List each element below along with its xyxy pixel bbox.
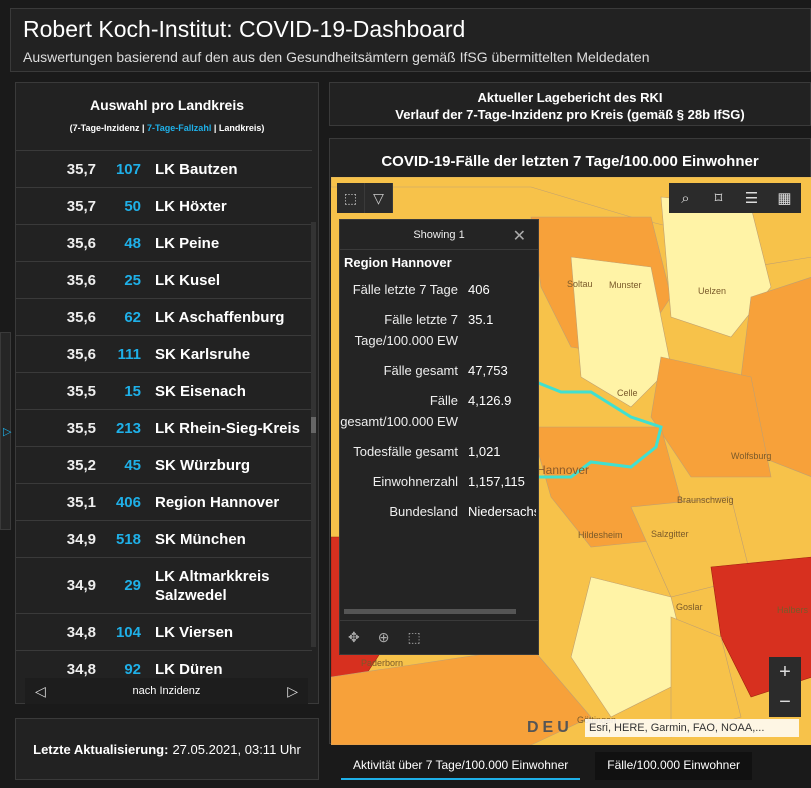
popup-header: Showing 1 ✕: [340, 220, 538, 250]
select-tool-icon[interactable]: ⬚: [337, 183, 365, 213]
map-label-halberstadt: Halbers: [777, 605, 809, 615]
map-title: COVID-19-Fälle der letzten 7 Tage/100.00…: [381, 153, 759, 170]
basemap-gallery-icon[interactable]: ▦: [777, 190, 792, 207]
district-list: 35,7 107 LK Bautzen 35,7 50 LK Höxter 35,6 48…: [16, 150, 312, 760]
page-subtitle: Auswertungen basierend auf den aus den G…: [23, 49, 650, 65]
feature-popup: Showing 1 ✕ Region Hannover Fälle letzte…: [339, 219, 539, 655]
map-label-uelzen: Uelzen: [698, 286, 727, 296]
map-label-braunschweig: Braunschweig: [677, 495, 734, 505]
pan-to-icon[interactable]: ✥: [348, 629, 360, 645]
popup-count: Showing 1: [413, 228, 465, 241]
district-list-title: Auswahl pro Landkreis: [89, 97, 245, 113]
map-label-hildesheim: Hildesheim: [578, 530, 623, 540]
list-item[interactable]: 34,9 518 SK München: [16, 520, 312, 557]
map-tabs: Aktivität über 7 Tage/100.000 Einwohner …: [341, 752, 753, 780]
map-label-wolfsburg: Wolfsburg: [731, 451, 772, 461]
district-list-pager: ◁ nach Inzidenz ▷: [25, 678, 308, 704]
next-page-icon[interactable]: ▷: [287, 682, 298, 699]
zoom-control: + −: [769, 657, 801, 717]
list-item[interactable]: 35,7 107 LK Bautzen: [16, 150, 312, 187]
map-panel: COVID-19-Fälle der letzten 7 Tage/100.00…: [329, 138, 811, 745]
popup-field: Fälle letzte 7 Tage 406: [352, 282, 490, 297]
list-item[interactable]: 35,6 111 SK Karlsruhe: [16, 335, 312, 372]
map-label-soltau: Soltau: [567, 279, 593, 289]
map-label-munster: Munster: [609, 280, 642, 290]
last-update-box: Letzte Aktualisierung: 27.05.2021, 03:11…: [15, 718, 319, 780]
rki-report-link[interactable]: Aktueller Lagebericht des RKI Verlauf de…: [329, 82, 811, 126]
popup-field: Fälle gesamt/100.000 EW 4,126.9: [340, 393, 512, 429]
district-list-panel: Auswahl pro Landkreis (7-Tage-Inzidenz |…: [15, 82, 319, 704]
last-update-label: Letzte Aktualisierung:: [33, 741, 169, 757]
map-right-toolbar: ⌕ ⌑ ☰ ▦: [669, 183, 801, 213]
popup-field: Einwohnerzahl 1,157,115: [372, 474, 525, 489]
popup-title: Region Hannover: [344, 255, 452, 270]
popup-horizontal-scrollbar[interactable]: [344, 609, 516, 614]
search-icon[interactable]: ⌕: [681, 189, 690, 207]
prev-page-icon[interactable]: ◁: [35, 682, 46, 699]
dropdown-chevron-icon[interactable]: ▽: [365, 183, 393, 213]
scrollbar-thumb[interactable]: [311, 417, 316, 433]
rki-report-line2: Verlauf der 7-Tage-Inzidenz pro Kreis (g…: [395, 107, 745, 122]
side-panel-toggle[interactable]: ▷: [0, 332, 11, 530]
list-item[interactable]: 35,6 25 LK Kusel: [16, 261, 312, 298]
choropleth-map[interactable]: Soltau Munster Uelzen Celle Hannover Wol…: [331, 177, 811, 745]
close-icon[interactable]: ✕: [512, 228, 526, 245]
popup-field: Todesfälle gesamt 1,021: [353, 444, 501, 459]
sort-label: nach Inzidenz: [132, 685, 201, 697]
map-label-goslar: Goslar: [676, 602, 703, 612]
map-left-toolbar: ⬚ ▽: [337, 183, 393, 213]
map-attribution[interactable]: Esri, HERE, Garmin, FAO, NOAA,...: [585, 719, 799, 737]
zoom-out-button[interactable]: −: [779, 690, 791, 713]
layer-list-icon[interactable]: ☰: [744, 190, 759, 207]
country-label: DEU: [527, 719, 573, 736]
select-feature-icon[interactable]: ⬚: [407, 629, 421, 645]
zoom-in-button[interactable]: +: [779, 660, 791, 683]
page-title: Robert Koch-Institut: COVID-19-Dashboard: [23, 16, 466, 42]
district-list-legend: (7-Tage-Inzidenz | 7-Tage-Fallzahl | Lan…: [69, 123, 265, 133]
list-item[interactable]: 35,6 48 LK Peine: [16, 224, 312, 261]
tab-cases-per-100k[interactable]: Fälle/100.000 Einwohner: [595, 752, 753, 780]
list-item[interactable]: 35,5 15 SK Eisenach: [16, 372, 312, 409]
rki-report-line1: Aktueller Lagebericht des RKI: [477, 90, 663, 105]
map-label-hannover: Hannover: [537, 463, 590, 477]
list-item[interactable]: 34,9 29 LK Altmarkkreis Salzwedel: [16, 557, 312, 613]
last-update-value: 27.05.2021, 03:11 Uhr: [172, 741, 301, 757]
expand-arrow-icon: ▷: [3, 426, 12, 438]
list-item[interactable]: 35,5 213 LK Rhein-Sieg-Kreis: [16, 409, 312, 446]
map-label-paderborn: Paderborn: [361, 658, 404, 668]
popup-actions: ✥ ⊕ ⬚: [340, 620, 538, 654]
popup-field: BundeslandNiedersachsen: [389, 504, 536, 519]
map-label-celle: Celle: [617, 388, 638, 398]
list-item[interactable]: 35,6 62 LK Aschaffenburg: [16, 298, 312, 335]
tab-activity-7-days[interactable]: Aktivität über 7 Tage/100.000 Einwohner: [341, 752, 581, 780]
list-item[interactable]: 35,1 406 Region Hannover: [16, 483, 312, 520]
district-list-scrollbar[interactable]: [311, 222, 316, 647]
popup-attributes: Fälle letzte 7 Tage 406 Fälle letzte 7 Ta…: [340, 279, 536, 522]
list-item[interactable]: 35,2 45 SK Würzburg: [16, 446, 312, 483]
zoom-to-icon[interactable]: ⊕: [377, 629, 390, 645]
dashboard-header: Robert Koch-Institut: COVID-19-Dashboard…: [10, 8, 811, 72]
map-label-salzgitter: Salzgitter: [651, 529, 689, 539]
list-item[interactable]: 34,8 92 LK Düren: [16, 650, 312, 687]
list-item[interactable]: 35,7 50 LK Höxter: [16, 187, 312, 224]
popup-field: Fälle letzte 7 Tage/100.000 EW 35.1: [354, 312, 494, 348]
popup-field: Fälle gesamt 47,753: [383, 363, 508, 378]
list-item[interactable]: 34,8 104 LK Viersen: [16, 613, 312, 650]
bookmark-icon[interactable]: ⌑: [714, 190, 723, 207]
